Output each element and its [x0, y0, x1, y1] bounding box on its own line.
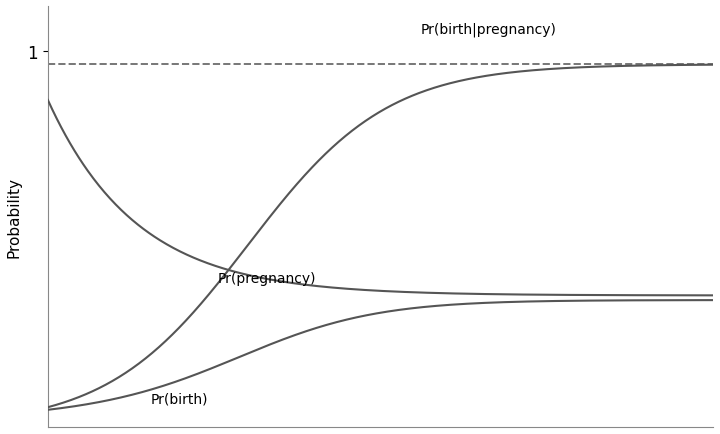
Text: Pr(birth): Pr(birth): [151, 391, 209, 405]
Text: Pr(pregnancy): Pr(pregnancy): [217, 271, 316, 286]
Text: Pr(birth|pregnancy): Pr(birth|pregnancy): [420, 23, 557, 37]
Y-axis label: Probability: Probability: [7, 177, 22, 257]
